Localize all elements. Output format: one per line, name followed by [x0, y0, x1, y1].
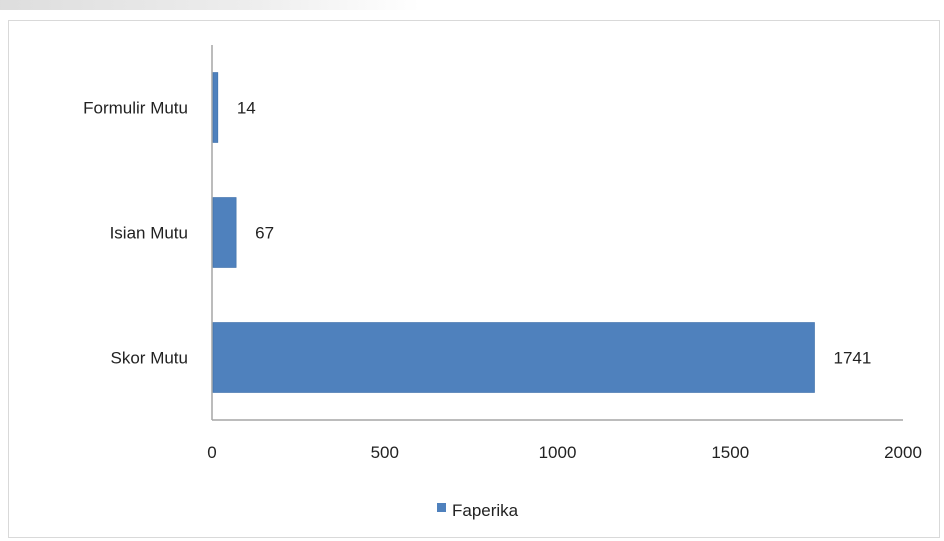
data-label-formulir-mutu: 14 — [237, 99, 256, 118]
category-label-skor-mutu: Skor Mutu — [111, 349, 188, 368]
x-tick-label: 2000 — [884, 443, 922, 462]
x-tick-label: 1500 — [711, 443, 749, 462]
category-label-isian-mutu: Isian Mutu — [110, 224, 188, 243]
data-labels-group: 14 67 1741 — [237, 99, 872, 368]
x-tick-labels-group: 0 500 1000 1500 2000 — [207, 443, 922, 462]
cropped-title-remnant — [0, 0, 420, 10]
bar-skor-mutu — [212, 322, 815, 393]
legend-label-faperika: Faperika — [452, 501, 519, 520]
x-tick-label: 500 — [371, 443, 399, 462]
data-label-skor-mutu: 1741 — [834, 349, 872, 368]
legend-swatch-faperika — [437, 503, 446, 512]
legend: Faperika — [437, 501, 519, 520]
bars-group — [212, 72, 815, 393]
bar-formulir-mutu — [212, 72, 219, 143]
category-labels-group: Formulir Mutu Isian Mutu Skor Mutu — [83, 99, 188, 368]
data-label-isian-mutu: 67 — [255, 224, 274, 243]
bar-isian-mutu — [212, 197, 237, 268]
x-tick-label: 0 — [207, 443, 216, 462]
x-tick-label: 1000 — [539, 443, 577, 462]
chart-area — [8, 20, 940, 538]
category-label-formulir-mutu: Formulir Mutu — [83, 99, 188, 118]
